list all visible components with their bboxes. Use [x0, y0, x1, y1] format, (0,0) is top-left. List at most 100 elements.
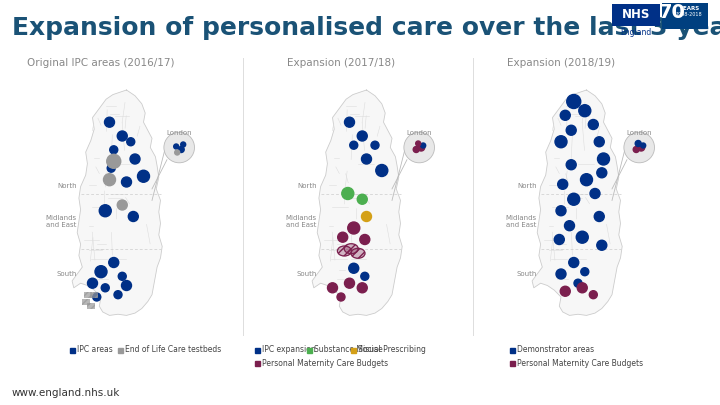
- Circle shape: [597, 168, 607, 178]
- Circle shape: [580, 174, 593, 186]
- Circle shape: [581, 268, 589, 276]
- Ellipse shape: [344, 244, 359, 254]
- Circle shape: [577, 283, 588, 293]
- Circle shape: [594, 137, 604, 147]
- Circle shape: [344, 117, 354, 127]
- Circle shape: [342, 188, 354, 200]
- Circle shape: [554, 234, 564, 245]
- Bar: [70, 347, 75, 352]
- Text: Social Prescribing: Social Prescribing: [358, 345, 426, 354]
- Circle shape: [624, 132, 654, 163]
- Circle shape: [568, 193, 580, 205]
- Bar: [84, 292, 92, 298]
- Text: www.england.nhs.uk: www.england.nhs.uk: [12, 388, 120, 398]
- Circle shape: [633, 147, 639, 153]
- Circle shape: [174, 144, 179, 149]
- Circle shape: [376, 164, 388, 177]
- Text: Personal Maternity Care Budgets: Personal Maternity Care Budgets: [517, 358, 643, 367]
- Circle shape: [560, 286, 570, 296]
- Circle shape: [117, 200, 127, 210]
- Polygon shape: [312, 90, 402, 315]
- Circle shape: [556, 269, 566, 279]
- Circle shape: [328, 283, 338, 293]
- Text: 1948-2018: 1948-2018: [675, 13, 702, 17]
- Ellipse shape: [351, 248, 365, 258]
- Circle shape: [107, 154, 121, 168]
- Text: London: London: [406, 130, 432, 136]
- Circle shape: [564, 221, 575, 231]
- Circle shape: [555, 136, 567, 148]
- Circle shape: [556, 206, 566, 216]
- Text: Demonstrator areas: Demonstrator areas: [517, 345, 594, 354]
- Circle shape: [109, 146, 118, 154]
- Circle shape: [337, 293, 345, 301]
- Circle shape: [344, 278, 354, 288]
- Circle shape: [122, 177, 132, 187]
- Circle shape: [371, 141, 379, 149]
- Circle shape: [122, 281, 132, 290]
- Circle shape: [589, 291, 598, 299]
- Text: North: North: [297, 183, 317, 188]
- Bar: [510, 360, 515, 365]
- Text: South: South: [516, 271, 536, 277]
- Bar: [87, 303, 95, 309]
- Circle shape: [638, 144, 644, 151]
- Circle shape: [566, 125, 576, 135]
- Circle shape: [118, 272, 126, 280]
- Ellipse shape: [338, 246, 351, 256]
- Circle shape: [357, 194, 367, 204]
- Polygon shape: [532, 90, 622, 315]
- Circle shape: [164, 132, 194, 163]
- FancyBboxPatch shape: [612, 4, 660, 26]
- Text: IPC expansion: IPC expansion: [262, 345, 316, 354]
- Circle shape: [418, 144, 425, 151]
- Circle shape: [104, 174, 115, 186]
- Circle shape: [566, 160, 576, 170]
- Circle shape: [598, 153, 610, 165]
- Text: 70: 70: [659, 4, 685, 23]
- Text: IPC areas: IPC areas: [77, 345, 113, 354]
- Circle shape: [594, 211, 604, 222]
- Text: YEARS: YEARS: [679, 6, 699, 11]
- Circle shape: [567, 94, 581, 109]
- Circle shape: [348, 263, 359, 273]
- Circle shape: [99, 205, 112, 217]
- Circle shape: [93, 293, 101, 301]
- Circle shape: [95, 266, 107, 278]
- Text: Expansion (2018/19): Expansion (2018/19): [507, 58, 615, 68]
- Circle shape: [179, 147, 184, 153]
- Bar: [118, 347, 123, 352]
- Text: Midlands
and East: Midlands and East: [45, 215, 76, 228]
- Text: South: South: [296, 271, 317, 277]
- FancyBboxPatch shape: [662, 3, 708, 29]
- Circle shape: [574, 279, 582, 287]
- Bar: [90, 292, 98, 298]
- Text: End of Life Care testbeds: End of Life Care testbeds: [125, 345, 221, 354]
- Bar: [255, 347, 260, 352]
- Text: NHS: NHS: [622, 9, 650, 21]
- Bar: [510, 347, 515, 352]
- Text: North: North: [517, 183, 536, 188]
- Text: Substance Misuse: Substance Misuse: [314, 345, 383, 354]
- Bar: [255, 360, 260, 365]
- Circle shape: [413, 147, 419, 153]
- Circle shape: [338, 232, 348, 242]
- Text: London: London: [166, 130, 192, 136]
- Circle shape: [597, 240, 607, 250]
- Circle shape: [560, 110, 570, 120]
- Circle shape: [576, 231, 588, 243]
- Circle shape: [128, 211, 138, 222]
- Circle shape: [102, 284, 109, 292]
- Text: Midlands
and East: Midlands and East: [505, 215, 536, 228]
- Circle shape: [420, 143, 426, 148]
- Circle shape: [404, 132, 434, 163]
- Text: Expansion (2017/18): Expansion (2017/18): [287, 58, 395, 68]
- Circle shape: [107, 164, 115, 172]
- Circle shape: [579, 105, 591, 117]
- Circle shape: [361, 272, 369, 280]
- Circle shape: [117, 131, 127, 141]
- Circle shape: [127, 138, 135, 146]
- Circle shape: [635, 141, 642, 147]
- Circle shape: [348, 222, 360, 234]
- Circle shape: [175, 150, 180, 155]
